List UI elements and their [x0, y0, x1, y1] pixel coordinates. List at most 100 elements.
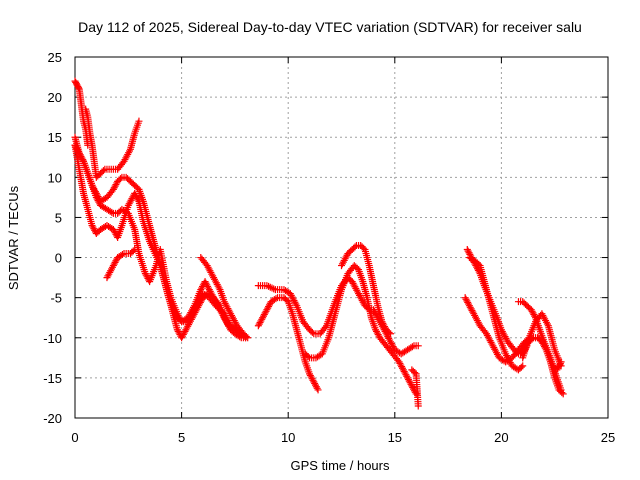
y-tick-label: -20	[43, 411, 62, 426]
data-point	[414, 342, 422, 350]
y-tick-label: -5	[50, 291, 62, 306]
data-point	[372, 326, 380, 334]
data-point	[94, 193, 102, 201]
data-point	[126, 147, 134, 155]
data-point	[371, 309, 379, 317]
data-point	[133, 194, 141, 202]
data-point	[259, 314, 267, 322]
data-point	[528, 335, 536, 343]
data-point	[257, 317, 265, 325]
data-point	[404, 374, 412, 382]
data-point	[264, 304, 272, 312]
data-point	[398, 363, 406, 371]
data-point	[306, 371, 314, 379]
data-point	[170, 307, 178, 315]
data-point	[374, 331, 382, 339]
data-point	[88, 181, 96, 189]
series-trace-k	[338, 242, 395, 338]
data-point	[112, 257, 120, 265]
data-point	[111, 182, 119, 190]
series-trace-n	[461, 294, 565, 394]
data-point	[389, 343, 397, 351]
data-point	[268, 284, 276, 292]
data-point	[467, 305, 475, 313]
data-point	[75, 149, 83, 157]
data-point	[395, 358, 403, 366]
data-point	[309, 376, 317, 384]
data-point	[116, 175, 124, 183]
data-point	[400, 367, 408, 375]
data-point	[517, 350, 525, 358]
series-trace-r	[517, 334, 567, 398]
data-point	[258, 315, 266, 323]
series-trace-h	[254, 294, 322, 394]
data-point	[463, 246, 471, 254]
data-point	[306, 370, 314, 378]
data-point	[405, 377, 413, 385]
data-point	[132, 193, 140, 201]
x-tick-label: 20	[494, 430, 508, 445]
data-point	[404, 375, 412, 383]
x-tick-label: 5	[178, 430, 185, 445]
data-point	[131, 246, 139, 254]
y-tick-label: 25	[48, 50, 62, 65]
data-point	[462, 295, 470, 303]
data-point	[173, 326, 181, 334]
data-point	[313, 384, 321, 392]
data-point	[254, 322, 262, 330]
series-trace-i	[254, 274, 422, 358]
data-point	[174, 327, 182, 335]
data-point	[141, 270, 149, 278]
x-tick-label: 15	[388, 430, 402, 445]
data-point	[266, 283, 274, 291]
data-point	[93, 191, 101, 199]
data-point	[109, 185, 117, 193]
data-point	[244, 334, 252, 342]
y-tick-label: 10	[48, 170, 62, 185]
data-point	[270, 285, 278, 293]
data-point	[110, 184, 118, 192]
data-point	[321, 323, 329, 331]
y-tick-label: 5	[55, 210, 62, 225]
data-point	[387, 339, 395, 347]
data-point	[381, 323, 389, 331]
data-point	[517, 363, 525, 371]
y-tick-label: 0	[55, 251, 62, 266]
y-tick-label: 20	[48, 90, 62, 105]
data-point	[399, 366, 407, 374]
data-point	[541, 344, 549, 352]
series-trace-b	[82, 105, 143, 181]
x-tick-label: 10	[281, 430, 295, 445]
y-axis-label: SDTVAR / TECUs	[6, 185, 21, 290]
data-point	[112, 181, 120, 189]
data-point	[543, 320, 551, 328]
data-point	[265, 282, 273, 290]
data-point	[314, 386, 322, 394]
data-point	[263, 282, 271, 290]
data-point	[310, 378, 318, 386]
data-point	[169, 306, 177, 314]
data-point	[178, 334, 186, 342]
data-point	[178, 332, 186, 340]
data-point	[108, 208, 116, 216]
data-point	[272, 295, 280, 303]
data-point	[256, 319, 264, 327]
plot-frame	[74, 56, 609, 419]
axis-ticks: 0 5 10 15 20 25 -20 -15 -10 -5 0 5 10 15 20 25	[43, 50, 615, 445]
data-point	[203, 281, 211, 289]
data-point	[255, 320, 263, 328]
data-point	[308, 328, 316, 336]
data-point	[529, 309, 537, 317]
data-point	[259, 312, 267, 320]
series-trace-q	[519, 310, 565, 370]
data-point	[468, 307, 476, 315]
data-point	[198, 284, 206, 292]
data-point	[378, 318, 386, 326]
data-point	[77, 152, 85, 160]
data-point	[307, 373, 315, 381]
data-point	[179, 331, 187, 339]
data-point	[91, 186, 99, 194]
data-point	[312, 383, 320, 391]
data-point	[464, 247, 472, 255]
data-point	[78, 154, 86, 162]
